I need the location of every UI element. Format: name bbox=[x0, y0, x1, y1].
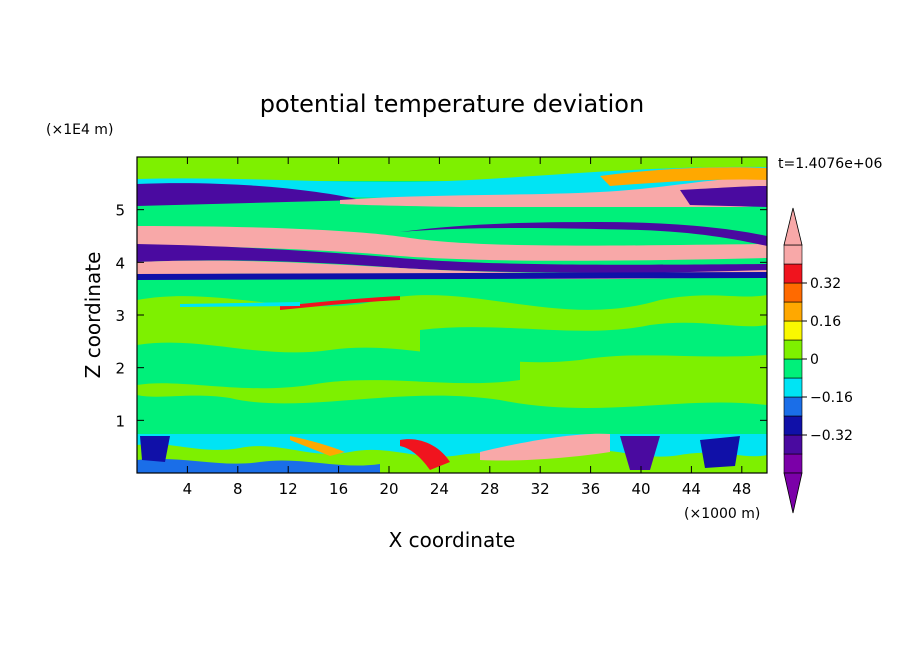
colorbar-tick-label: 0 bbox=[810, 352, 819, 368]
colorbar-segment bbox=[783, 453, 803, 474]
y-tick-label: 5 bbox=[115, 202, 125, 220]
y-tick-label: 1 bbox=[115, 412, 125, 430]
x-tick-label: 32 bbox=[531, 480, 550, 498]
x-axis: 4 8 12 16 20 24 28 32 36 40 44 48 bbox=[183, 157, 751, 498]
x-tick-label: 36 bbox=[581, 480, 600, 498]
x-axis-label: X coordinate bbox=[389, 528, 516, 552]
field-streak bbox=[280, 296, 400, 310]
y-tick-label: 2 bbox=[115, 360, 125, 378]
field-band-bottom bbox=[620, 436, 660, 470]
colorbar-max-arrow bbox=[783, 207, 803, 246]
field-band-bottom bbox=[137, 458, 380, 473]
x-tick-label: 12 bbox=[279, 480, 298, 498]
colorbar-segment bbox=[783, 263, 803, 284]
colorbar-tick-label: 0.32 bbox=[810, 276, 841, 292]
field-band-middle bbox=[137, 272, 767, 280]
colorbar-segment bbox=[783, 377, 803, 398]
x-unit-label: (×1000 m) bbox=[684, 506, 760, 522]
field-band-bottom bbox=[140, 436, 170, 462]
field-band-top bbox=[680, 186, 767, 207]
time-label: t=1.4076e+06 bbox=[778, 156, 882, 172]
colorbar-segment bbox=[783, 244, 803, 265]
field-band-top bbox=[600, 167, 767, 186]
colorbar-tick-label: −0.16 bbox=[810, 390, 853, 406]
field-band-bottom bbox=[700, 436, 740, 468]
x-tick-label: 16 bbox=[329, 480, 348, 498]
chart-title: potential temperature deviation bbox=[260, 90, 644, 118]
x-tick-label: 20 bbox=[379, 480, 398, 498]
colorbar-segment bbox=[783, 396, 803, 417]
field-band-bottom bbox=[290, 436, 345, 456]
field-band-bottom bbox=[400, 439, 450, 470]
field-band-middle bbox=[137, 244, 767, 273]
field-band-middle bbox=[137, 226, 767, 261]
contour-field bbox=[137, 157, 767, 473]
colorbar-tick-label: 0.16 bbox=[810, 314, 841, 330]
field-streak bbox=[180, 302, 300, 307]
field-band-middle bbox=[400, 222, 767, 246]
field-band-bottom bbox=[480, 433, 610, 461]
x-tick-label: 24 bbox=[430, 480, 449, 498]
colorbar-segment bbox=[783, 434, 803, 455]
colorbar-min-arrow bbox=[783, 472, 803, 514]
field-band-mid-green bbox=[420, 322, 767, 363]
colorbar-segment bbox=[783, 301, 803, 322]
x-tick-label: 48 bbox=[732, 480, 751, 498]
field-band-top bbox=[137, 207, 767, 222]
x-tick-label: 40 bbox=[631, 480, 650, 498]
x-tick-label: 44 bbox=[682, 480, 701, 498]
x-tick-label: 8 bbox=[233, 480, 243, 498]
colorbar-tick-label: −0.32 bbox=[810, 428, 853, 444]
colorbar-segment bbox=[783, 358, 803, 379]
field-band-top bbox=[137, 183, 360, 206]
y-unit-label: (×1E4 m) bbox=[46, 122, 113, 138]
colorbar-segment bbox=[783, 282, 803, 303]
field-band-top bbox=[340, 178, 767, 209]
y-tick-label: 3 bbox=[115, 307, 125, 325]
y-tick-label: 4 bbox=[115, 254, 125, 272]
colorbar-segment bbox=[783, 415, 803, 436]
y-axis-label: Z coordinate bbox=[81, 252, 105, 379]
x-tick-label: 4 bbox=[183, 480, 193, 498]
colorbar-segment bbox=[783, 320, 803, 341]
y-axis: 1 2 3 4 5 bbox=[115, 202, 767, 430]
colorbar-segment bbox=[783, 339, 803, 360]
x-tick-label: 28 bbox=[480, 480, 499, 498]
colorbar: −0.32 −0.16 0 0.16 0.32 bbox=[783, 207, 853, 514]
